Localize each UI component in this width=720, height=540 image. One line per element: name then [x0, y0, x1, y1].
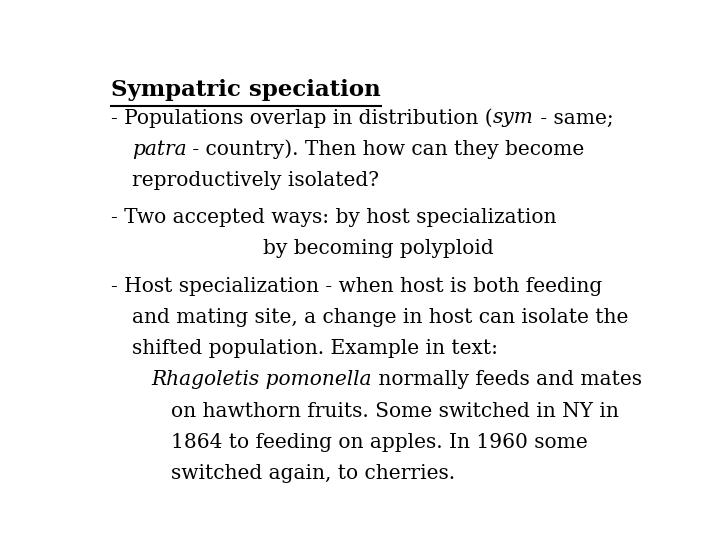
Text: Rhagoletis pomonella: Rhagoletis pomonella [151, 370, 372, 389]
Text: patra: patra [132, 140, 186, 159]
Text: 1864 to feeding on apples. In 1960 some: 1864 to feeding on apples. In 1960 some [171, 433, 588, 452]
Text: - Two accepted ways: by host specialization: - Two accepted ways: by host specializat… [111, 208, 557, 227]
Text: by becoming polyploid: by becoming polyploid [263, 239, 494, 259]
Text: normally feeds and mates: normally feeds and mates [372, 370, 642, 389]
Text: - country). Then how can they become: - country). Then how can they become [186, 140, 585, 159]
Text: switched again, to cherries.: switched again, to cherries. [171, 464, 455, 483]
Text: on hawthorn fruits. Some switched in NY in: on hawthorn fruits. Some switched in NY … [171, 402, 618, 421]
Text: - Host specialization - when host is both feeding: - Host specialization - when host is bot… [111, 277, 603, 296]
Text: sym: sym [492, 109, 534, 127]
Text: shifted population. Example in text:: shifted population. Example in text: [132, 339, 498, 358]
Text: - same;: - same; [534, 109, 613, 127]
Text: and mating site, a change in host can isolate the: and mating site, a change in host can is… [132, 308, 629, 327]
Text: - Populations overlap in distribution (: - Populations overlap in distribution ( [111, 109, 492, 128]
Text: Sympatric speciation: Sympatric speciation [111, 79, 381, 102]
Text: reproductively isolated?: reproductively isolated? [132, 171, 379, 190]
